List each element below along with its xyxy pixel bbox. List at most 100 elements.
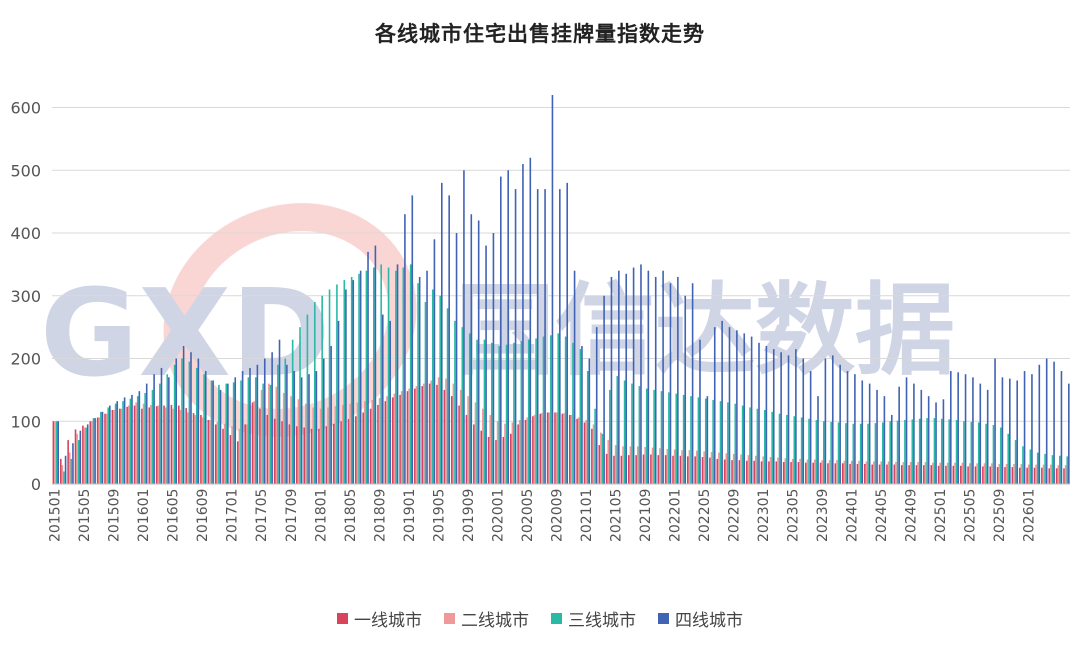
bar-4 <box>168 377 170 484</box>
bar-4 <box>1001 377 1004 484</box>
bar-1 <box>303 427 305 484</box>
bar-2 <box>297 399 300 484</box>
bar-2 <box>850 460 853 484</box>
bar-3 <box>70 458 73 484</box>
y-tick-label: 0 <box>31 475 41 494</box>
bar-1 <box>517 424 519 484</box>
bar-4 <box>418 276 421 484</box>
bar-1 <box>923 465 925 484</box>
bar-4 <box>72 443 74 484</box>
bar-2 <box>821 460 823 484</box>
bar-1 <box>406 391 409 484</box>
bar-3 <box>786 414 788 484</box>
bar-3 <box>358 273 360 484</box>
bar-1 <box>701 457 704 484</box>
bar-4 <box>588 358 591 484</box>
bar-3 <box>424 302 427 484</box>
x-tick-label: 202509 <box>992 489 1008 542</box>
bar-3 <box>837 422 840 484</box>
bar-2 <box>83 427 86 484</box>
bar-3 <box>151 389 154 484</box>
bar-3 <box>181 358 183 484</box>
bar-1 <box>480 430 483 484</box>
bar-4 <box>964 374 967 484</box>
bar-1 <box>1004 467 1006 484</box>
bar-4 <box>632 267 635 484</box>
bar-2 <box>799 458 801 484</box>
bar-4 <box>153 374 155 484</box>
bar-1 <box>443 389 446 484</box>
bar-1 <box>414 388 416 484</box>
bar-4 <box>957 372 959 484</box>
bar-4 <box>868 383 871 484</box>
bar-3 <box>970 421 973 484</box>
bar-1 <box>561 413 564 484</box>
bar-4 <box>551 95 554 484</box>
bar-2 <box>1042 464 1045 484</box>
bar-4 <box>219 389 222 484</box>
bar-3 <box>328 289 331 484</box>
bar-4 <box>935 402 937 484</box>
bar-4 <box>691 283 694 484</box>
bar-1 <box>738 460 741 484</box>
x-tick-label: 202101 <box>579 489 595 542</box>
bar-2 <box>577 417 580 484</box>
bar-3 <box>188 361 191 484</box>
bar-4 <box>123 397 126 484</box>
bar-2 <box>791 458 794 484</box>
bar-4 <box>367 251 369 484</box>
bar-2 <box>223 423 226 484</box>
bar-4 <box>359 270 362 484</box>
bar-4 <box>514 189 517 485</box>
bar-4 <box>1009 378 1011 484</box>
bar-4 <box>883 396 886 484</box>
x-tick-label: 202309 <box>815 489 831 542</box>
bar-1 <box>332 423 335 484</box>
bar-2 <box>946 462 949 484</box>
bar-3 <box>690 396 692 484</box>
bar-1 <box>273 418 276 484</box>
y-tick-label: 100 <box>10 412 41 431</box>
bar-1 <box>945 465 947 484</box>
bar-2 <box>150 404 152 484</box>
bar-2 <box>113 409 115 484</box>
bar-4 <box>846 371 849 484</box>
bar-4 <box>477 220 480 485</box>
bar-2 <box>600 432 602 484</box>
bar-3 <box>638 386 641 484</box>
bar-1 <box>59 458 62 484</box>
bar-2 <box>622 446 624 484</box>
legend-swatch-tier1 <box>337 613 348 624</box>
bar-1 <box>347 418 350 484</box>
bar-2 <box>120 408 123 484</box>
bar-3 <box>159 383 161 484</box>
bar-3 <box>85 427 87 484</box>
bar-2 <box>319 408 322 484</box>
bar-2 <box>275 386 278 484</box>
bar-2 <box>673 449 676 484</box>
bar-2 <box>459 389 462 484</box>
bar-1 <box>170 404 173 484</box>
bar-2 <box>1064 465 1067 484</box>
bar-1 <box>775 461 778 484</box>
bar-4 <box>640 264 642 484</box>
bar-2 <box>253 401 255 484</box>
legend-swatch-tier4 <box>658 613 669 624</box>
bar-4 <box>234 377 237 484</box>
bar-3 <box>808 418 810 484</box>
bar-3 <box>254 377 257 484</box>
bar-3 <box>225 383 228 484</box>
bar-1 <box>222 428 224 484</box>
bar-2 <box>231 426 233 484</box>
svg-text:GXD: GXD <box>40 265 331 404</box>
legend-item-tier2: 二线城市 <box>444 606 529 631</box>
bar-3 <box>476 339 478 484</box>
bar-4 <box>463 170 465 485</box>
bar-3 <box>631 383 633 484</box>
y-tick-label: 400 <box>10 224 41 243</box>
bar-2 <box>873 461 875 484</box>
bar-4 <box>145 383 148 484</box>
bar-2 <box>880 461 882 484</box>
bar-2 <box>681 450 683 484</box>
